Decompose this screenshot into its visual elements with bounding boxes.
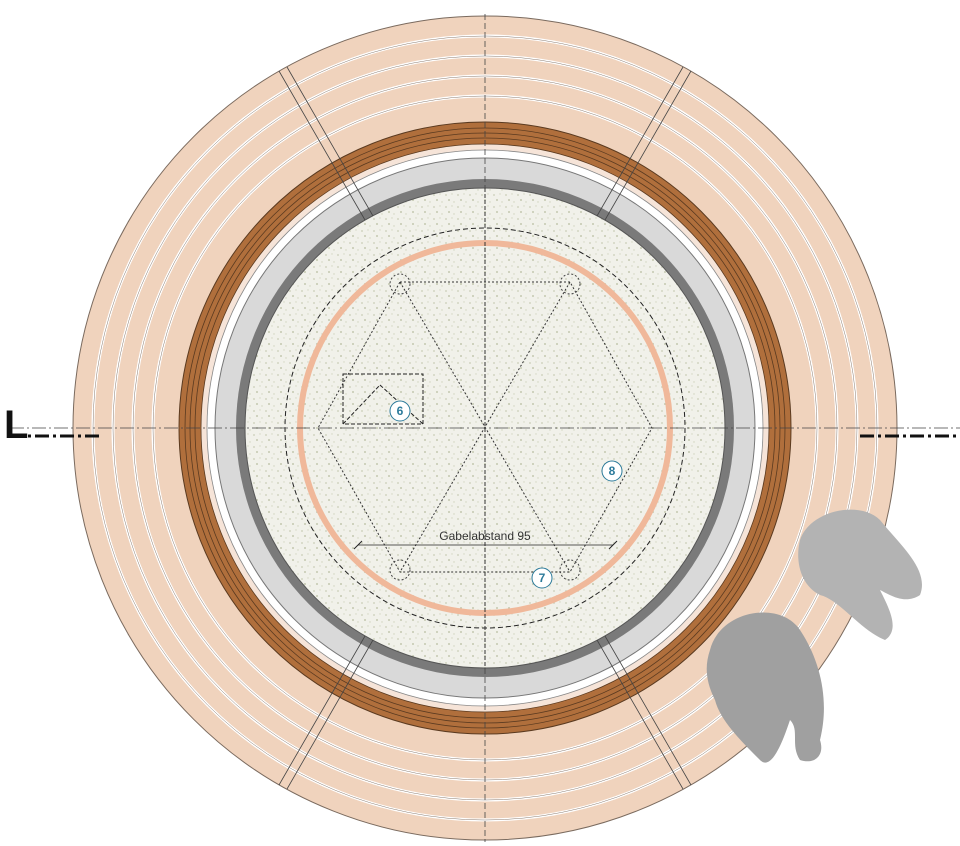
beams — [278, 14, 692, 842]
callout-label: 8 — [609, 464, 616, 478]
dimension-label: Gabelabstand 95 — [439, 529, 531, 543]
callout-label: 7 — [539, 571, 546, 585]
people — [706, 509, 922, 763]
dimension: Gabelabstand 95 — [353, 529, 618, 550]
axis: L — [4, 403, 960, 447]
callouts: 6 8 7 — [389, 400, 623, 589]
section-marker: L — [4, 403, 28, 447]
callout-label: 6 — [397, 404, 404, 418]
